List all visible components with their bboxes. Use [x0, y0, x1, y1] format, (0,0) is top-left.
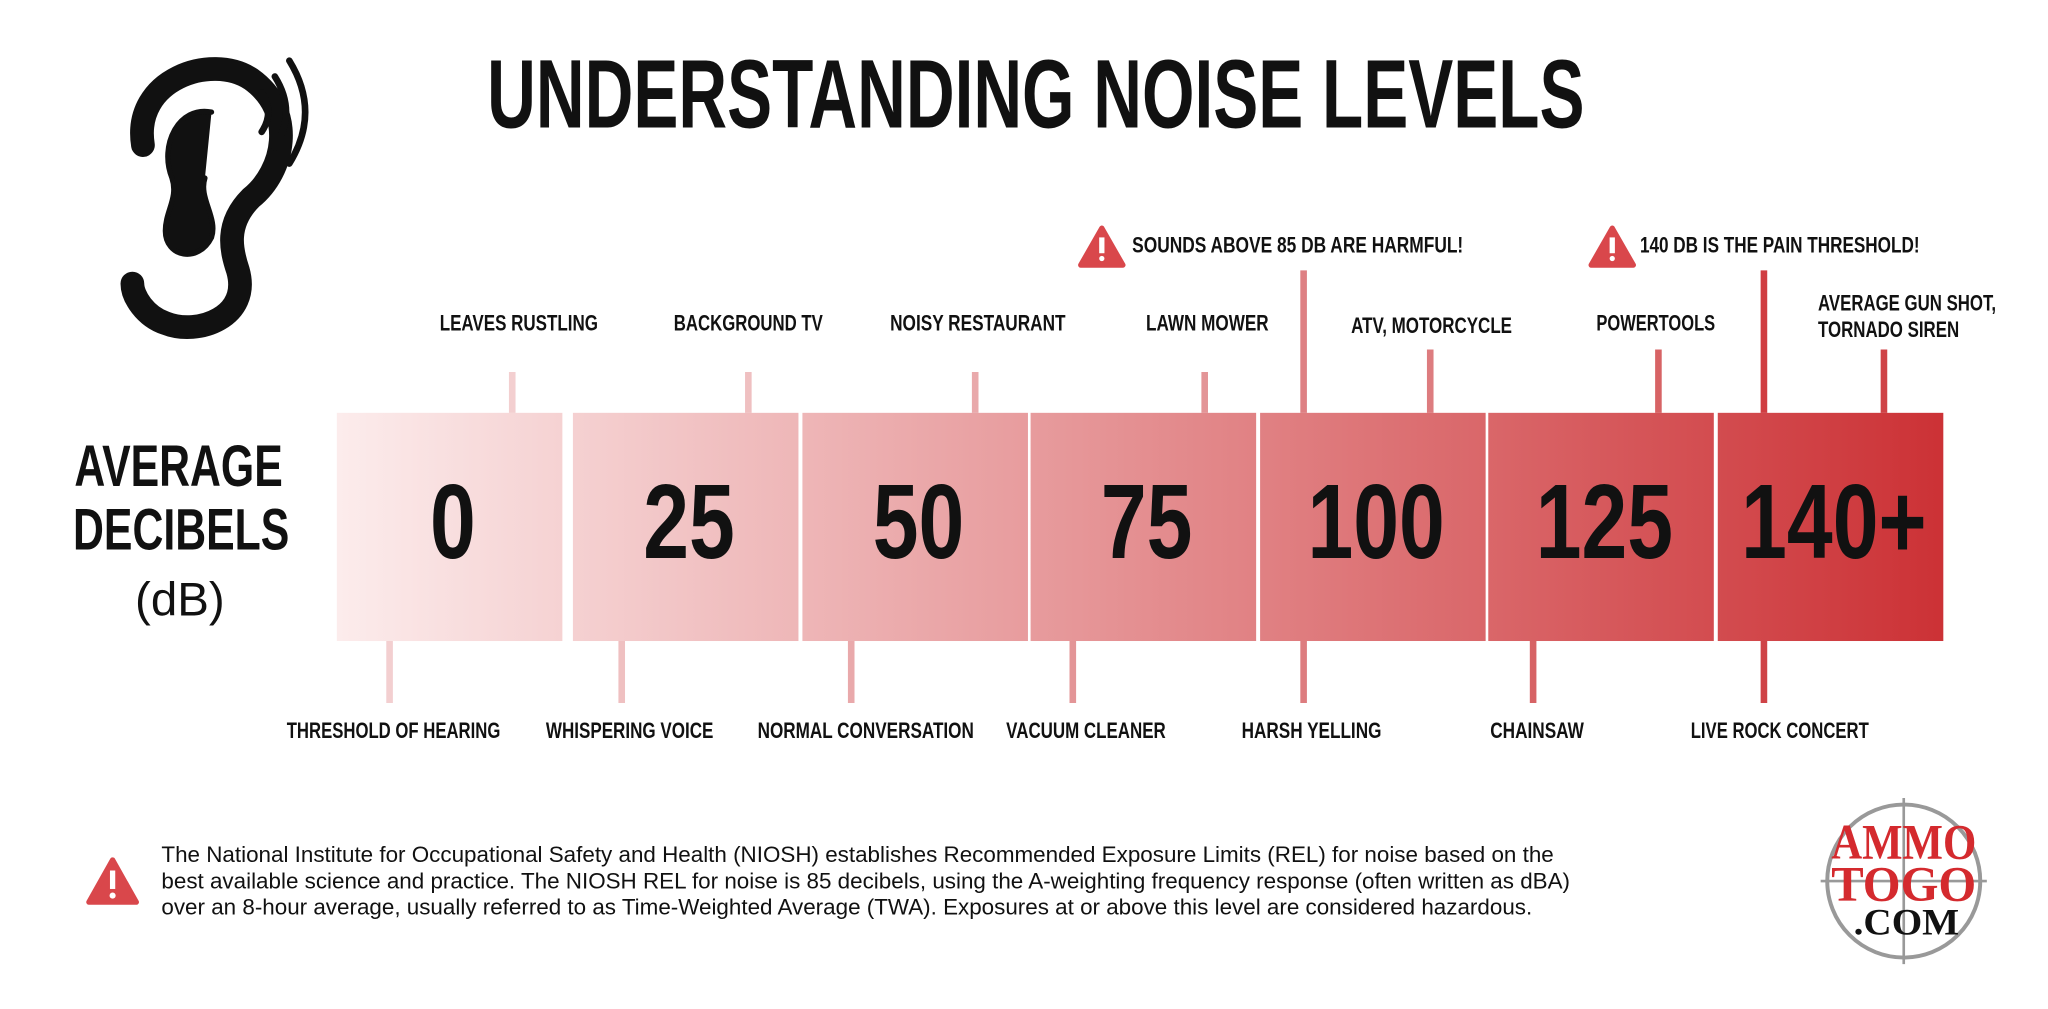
- level-number: 140+: [1741, 463, 1926, 581]
- warning-icon-mark: [1609, 237, 1615, 254]
- below-label: THRESHOLD OF HEARING: [287, 718, 501, 743]
- above-label: POWERTOOLS: [1596, 310, 1715, 335]
- scale-label: (dB): [135, 573, 225, 626]
- scale-label: AVERAGE: [74, 434, 282, 499]
- title: UNDERSTANDING NOISE LEVELS: [487, 39, 1584, 148]
- warning-label: 140 DB IS THE PAIN THRESHOLD!: [1640, 233, 1920, 258]
- above-label: ATV, MOTORCYCLE: [1351, 313, 1512, 338]
- below-label: CHAINSAW: [1490, 718, 1584, 743]
- level-number: 125: [1536, 463, 1673, 581]
- level-number-group: 125: [1536, 463, 1673, 581]
- above-label: BACKGROUND TV: [674, 310, 823, 335]
- footer-text: The National Institute for Occupational …: [161, 842, 1553, 867]
- logo-text: .COM: [1854, 901, 1960, 942]
- level-box: [1260, 412, 1486, 642]
- level-box: [802, 412, 1028, 642]
- level-number-group: 100: [1308, 463, 1445, 581]
- footer-text: best available science and practice. The…: [161, 868, 1570, 893]
- below-label: LIVE ROCK CONCERT: [1691, 718, 1869, 743]
- level-box: [1488, 412, 1714, 642]
- below-label: WHISPERING VOICE: [546, 718, 714, 743]
- level-box: [1717, 412, 1944, 642]
- ear-icon: [120, 57, 309, 339]
- warning-icon: [86, 857, 139, 905]
- warning-icon-dot: [1099, 255, 1105, 262]
- level-box: [572, 412, 799, 642]
- level-number: 0: [430, 463, 476, 581]
- logo-text: TOGO: [1831, 855, 1976, 911]
- level-box: [336, 412, 563, 642]
- scale-label: DECIBELS: [73, 498, 289, 563]
- below-label: HARSH YELLING: [1242, 718, 1382, 743]
- above-label: LAWN MOWER: [1146, 310, 1269, 335]
- level-number-group: 25: [643, 463, 735, 581]
- level-number: 50: [873, 463, 965, 581]
- below-label: VACUUM CLEANER: [1006, 718, 1166, 743]
- level-number: 100: [1308, 463, 1445, 581]
- level-number: 25: [643, 463, 735, 581]
- level-number-group: 0: [430, 463, 476, 581]
- logo: [1820, 797, 1987, 965]
- footer-text: over an 8-hour average, usually referred…: [161, 895, 1532, 920]
- level-box: [1030, 412, 1257, 642]
- level-number-group: 75: [1101, 463, 1193, 581]
- warning-label: SOUNDS ABOVE 85 DB ARE HARMFUL!: [1132, 233, 1463, 258]
- above-label: AVERAGE GUN SHOT,: [1818, 291, 1996, 316]
- warning-icon-mark: [1099, 237, 1105, 254]
- warning-icon-dot: [1609, 255, 1615, 262]
- above-label: NOISY RESTAURANT: [890, 310, 1066, 335]
- below-label: NORMAL CONVERSATION: [758, 718, 974, 743]
- logo-text: AMMO: [1831, 813, 1976, 869]
- above-label: LEAVES RUSTLING: [440, 310, 598, 335]
- level-number-group: 140+: [1741, 463, 1926, 581]
- level-number: 75: [1101, 463, 1193, 581]
- above-label: TORNADO SIREN: [1818, 317, 1959, 342]
- level-number-group: 50: [873, 463, 965, 581]
